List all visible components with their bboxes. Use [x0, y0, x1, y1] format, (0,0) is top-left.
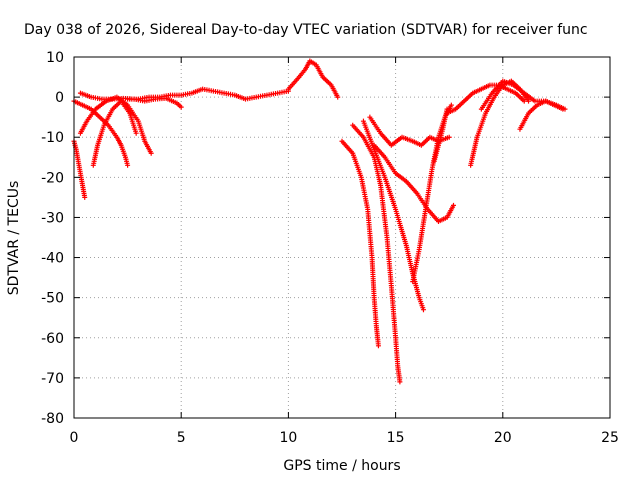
data-point — [375, 343, 381, 349]
series-arc9 — [350, 122, 403, 385]
x-axis-title: GPS time / hours — [283, 458, 400, 474]
data-point — [125, 162, 131, 168]
data-point — [448, 102, 454, 108]
y-tick-labels: 10 0 -10 -20 -30 -40 -50 -60 -70 -80 — [41, 50, 64, 427]
y-tick-label: -10 — [41, 130, 64, 146]
data-point — [560, 106, 566, 112]
series-arc7 — [285, 58, 341, 100]
data-point — [178, 104, 184, 110]
series-arc3 — [77, 94, 154, 156]
data-point — [420, 307, 426, 313]
y-tick-label: -50 — [41, 291, 64, 307]
x-tick-label: 25 — [601, 430, 619, 446]
x-tick-label: 10 — [279, 430, 297, 446]
series-arc6 — [125, 86, 291, 102]
y-tick-label: -70 — [41, 371, 64, 387]
x-tick-label: 15 — [387, 430, 405, 446]
y-tick-label: 0 — [55, 90, 64, 106]
x-tick-labels: 0 5 10 15 20 25 — [70, 430, 619, 446]
data-point — [82, 194, 88, 200]
data-point — [335, 94, 341, 100]
grid — [74, 57, 610, 418]
chart-title: Day 038 of 2026, Sidereal Day-to-day VTE… — [24, 22, 588, 38]
series-arc8 — [339, 138, 381, 349]
data-point — [450, 202, 456, 208]
data-point — [521, 98, 527, 104]
y-tick-label: 10 — [46, 50, 64, 66]
axis-ticks — [73, 56, 611, 419]
x-tick-label: 20 — [494, 430, 512, 446]
series-arc1 — [71, 138, 88, 200]
data-point — [133, 130, 139, 136]
data-point — [397, 379, 403, 385]
data-point — [526, 98, 532, 104]
x-tick-label: 0 — [70, 430, 79, 446]
x-tick-label: 5 — [177, 430, 186, 446]
data-point — [148, 150, 154, 156]
y-tick-label: -20 — [41, 170, 64, 186]
y-tick-label: -40 — [41, 251, 64, 267]
series-arc4 — [90, 98, 139, 168]
y-tick-label: -30 — [41, 210, 64, 226]
y-tick-label: -60 — [41, 331, 64, 347]
series-arc15 — [444, 82, 527, 116]
y-tick-label: -80 — [41, 411, 64, 427]
data-point — [446, 134, 452, 140]
series-arc16 — [468, 78, 532, 168]
data-points — [71, 58, 568, 385]
y-axis-title: SDTVAR / TECUs — [6, 181, 22, 296]
series-arc11 — [367, 114, 452, 148]
plot-frame — [73, 56, 611, 419]
series-arc18 — [517, 98, 566, 132]
